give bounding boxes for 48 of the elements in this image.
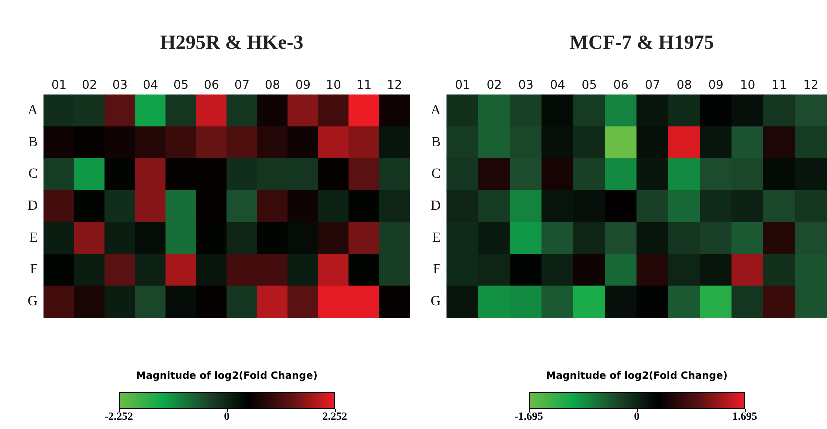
x-tick-label: 12: [387, 78, 402, 92]
x-tick-label: 08: [265, 78, 280, 92]
x-tick-label: 02: [486, 78, 502, 92]
y-tick-label: D: [430, 199, 441, 214]
y-tick-label: G: [430, 294, 441, 310]
y-tick-label: E: [432, 230, 441, 246]
y-tick-label: F: [433, 262, 442, 278]
color-bar-label: 0: [224, 411, 230, 423]
x-tick-label: 07: [234, 78, 250, 92]
x-tick-label: 05: [582, 78, 598, 92]
x-tick-label: 10: [326, 78, 342, 92]
color-bar-label: 1.695: [732, 411, 758, 423]
color-bar-label: 2.252: [322, 411, 348, 423]
y-tick-label: E: [29, 230, 38, 246]
chart-title: H295R & HKe-3: [160, 32, 304, 54]
x-tick-label: 09: [708, 78, 724, 92]
y-tick-label: C: [432, 167, 441, 182]
color-bar-label: -1.695: [514, 411, 544, 423]
x-tick-label: 06: [204, 78, 220, 92]
chart-title: MCF-7 & H1975: [570, 32, 714, 54]
y-tick-label: G: [28, 294, 38, 310]
x-tick-label: 01: [455, 78, 470, 92]
x-tick-label: 10: [740, 78, 756, 92]
x-tick-label: 04: [550, 78, 566, 92]
x-tick-label: 12: [804, 78, 819, 92]
y-tick-label: D: [28, 199, 38, 214]
x-tick-label: 03: [112, 78, 128, 92]
x-tick-label: 11: [356, 78, 372, 92]
x-tick-label: 08: [676, 78, 692, 92]
x-tick-label: 05: [174, 78, 189, 92]
x-tick-label: 04: [143, 78, 158, 92]
color-bar-label: -2.252: [104, 411, 134, 423]
y-tick-label: B: [28, 135, 38, 150]
y-tick-label: B: [432, 135, 441, 150]
color-bar-label: 0: [634, 411, 640, 423]
x-tick-label: 11: [772, 78, 788, 92]
y-tick-label: A: [430, 103, 442, 118]
x-tick-label: 03: [518, 78, 534, 92]
x-tick-label: 06: [614, 78, 629, 92]
x-tick-label: 07: [645, 78, 660, 92]
color-bar-title: Magnitude of log2(Fold Change): [545, 371, 729, 382]
x-tick-label: 02: [82, 78, 98, 92]
color-bar-title: Magnitude of log2(Fold Change): [135, 371, 319, 382]
x-tick-label: 09: [296, 78, 311, 92]
x-tick-label: 01: [52, 78, 67, 92]
y-tick-label: C: [28, 167, 38, 182]
y-tick-label: F: [30, 262, 38, 278]
y-tick-label: A: [28, 103, 39, 118]
